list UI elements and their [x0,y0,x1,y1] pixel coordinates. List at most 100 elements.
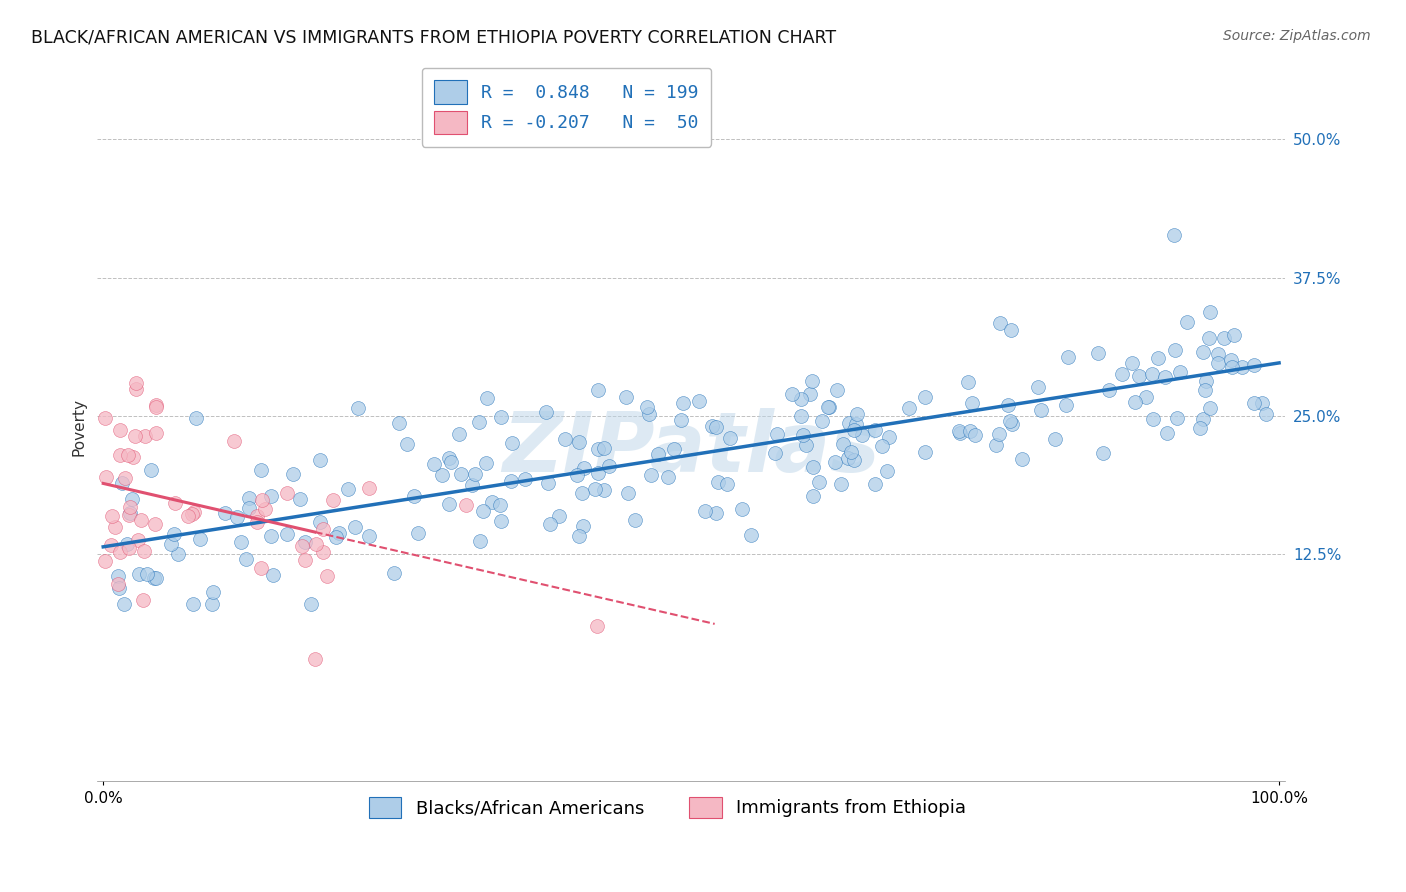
Point [565,467,588,482]
Point [1256,407,1278,421]
Point [250,492,273,507]
Point [704,419,727,434]
Point [100,538,122,552]
Point [586,619,609,633]
Point [475,391,498,405]
Point [104,520,127,534]
Point [94,554,117,568]
Point [897,401,920,415]
Text: BLACK/AFRICAN AMERICAN VS IMMIGRANTS FROM ETHIOPIA POVERTY CORRELATION CHART: BLACK/AFRICAN AMERICAN VS IMMIGRANTS FRO… [31,29,837,46]
Point [792,427,814,442]
Point [782,386,804,401]
Point [832,436,855,450]
Point [824,455,846,469]
Point [1056,350,1078,364]
Point [647,447,669,461]
Point [845,407,868,421]
Point [664,442,686,457]
Point [145,426,167,441]
Point [1206,346,1229,360]
Point [592,483,614,497]
Point [115,537,138,551]
Point [118,508,141,522]
Point [790,409,813,423]
Point [956,375,979,389]
Point [308,515,330,529]
Point [107,569,129,583]
Point [1029,402,1052,417]
Point [1199,305,1222,319]
Point [142,571,165,585]
Point [763,446,786,460]
Point [1243,358,1265,372]
Point [998,414,1021,428]
Point [110,424,132,438]
Point [572,461,595,475]
Point [489,514,512,528]
Point [382,566,405,580]
Point [226,510,249,524]
Point [423,457,446,471]
Point [807,475,830,489]
Point [404,489,426,503]
Point [472,504,495,518]
Point [357,482,380,496]
Point [704,506,727,520]
Point [513,472,536,486]
Point [437,451,460,466]
Point [1121,356,1143,370]
Point [224,434,246,449]
Point [238,501,260,516]
Point [997,398,1019,412]
Point [948,425,970,439]
Point [488,498,510,512]
Point [1243,396,1265,410]
Point [1220,360,1243,375]
Point [454,498,477,512]
Point [616,390,638,404]
Point [475,456,498,470]
Point [1164,343,1187,357]
Point [214,506,236,520]
Point [1123,395,1146,409]
Point [844,452,866,467]
Point [132,592,155,607]
Point [693,504,716,518]
Point [844,423,866,437]
Point [322,493,344,508]
Point [128,567,150,582]
Point [145,571,167,585]
Point [571,486,593,500]
Point [312,523,335,537]
Point [538,517,561,532]
Point [1230,359,1253,374]
Point [145,399,167,413]
Point [107,576,129,591]
Point [845,417,868,431]
Point [537,476,560,491]
Point [253,501,276,516]
Point [439,497,461,511]
Point [246,515,269,529]
Point [825,383,848,397]
Point [183,505,205,519]
Point [568,435,591,450]
Point [598,459,620,474]
Point [672,395,695,409]
Point [1128,368,1150,383]
Point [250,561,273,575]
Point [201,597,224,611]
Point [304,537,326,551]
Point [276,485,298,500]
Point [571,519,593,533]
Point [114,471,136,485]
Point [548,508,571,523]
Point [291,540,314,554]
Point [637,407,659,421]
Point [344,519,367,533]
Point [139,463,162,477]
Point [346,401,368,415]
Point [554,432,576,446]
Point [294,535,316,549]
Point [132,543,155,558]
